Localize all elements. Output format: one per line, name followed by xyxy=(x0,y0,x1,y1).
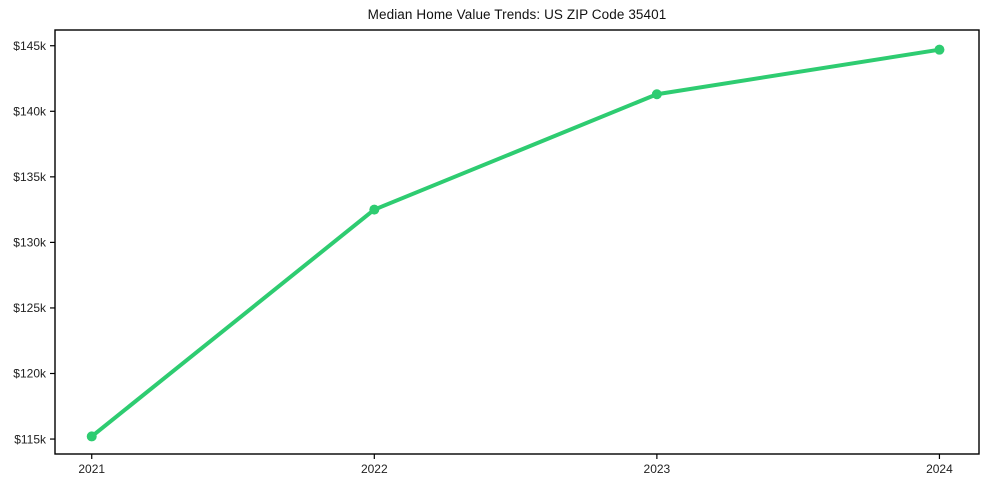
x-tick-label: 2021 xyxy=(78,462,105,476)
data-point-marker xyxy=(651,89,662,100)
y-tick-label: $125k xyxy=(13,301,47,315)
data-point-marker xyxy=(369,204,380,215)
x-tick-label: 2024 xyxy=(926,462,953,476)
x-tick-label: 2023 xyxy=(644,462,671,476)
y-tick-label: $140k xyxy=(13,104,47,118)
data-point-marker xyxy=(934,44,945,55)
y-tick-label: $120k xyxy=(13,367,47,381)
chart-title: Median Home Value Trends: US ZIP Code 35… xyxy=(367,7,667,22)
y-tick-label: $130k xyxy=(13,236,47,250)
plot-border xyxy=(54,29,980,455)
x-tick-label: 2022 xyxy=(361,462,388,476)
y-tick-label: $115k xyxy=(14,432,47,446)
data-point-marker xyxy=(86,431,97,442)
y-tick-label: $145k xyxy=(13,39,47,53)
series-line xyxy=(89,47,942,439)
y-tick-label: $135k xyxy=(13,170,47,184)
